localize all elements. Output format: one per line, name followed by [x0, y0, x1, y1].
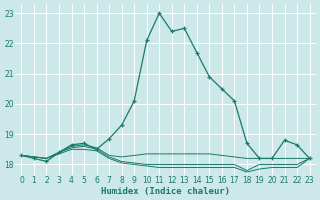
- X-axis label: Humidex (Indice chaleur): Humidex (Indice chaleur): [101, 187, 230, 196]
